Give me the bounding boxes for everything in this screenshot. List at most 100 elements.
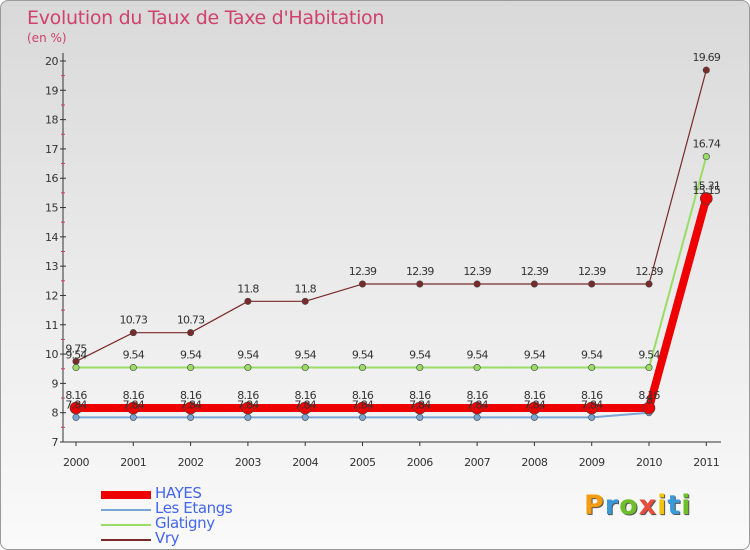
data-point [470, 401, 484, 415]
logo-letter: r [604, 490, 620, 521]
data-label: 12.39 [463, 265, 491, 278]
series-line-hayes [76, 197, 711, 413]
y-tick-label: 12 [45, 289, 58, 302]
data-label: 12.39 [349, 265, 377, 278]
data-point [642, 401, 656, 415]
legend-item: Glatigny [101, 514, 301, 532]
data-point [588, 280, 596, 288]
data-label: 11.8 [295, 282, 317, 295]
data-point [298, 401, 312, 415]
x-tick-label: 2000 [63, 456, 89, 469]
data-point [699, 192, 713, 205]
data-point [241, 401, 255, 415]
data-label: 9.54 [466, 349, 488, 362]
y-tick-label: 16 [45, 172, 58, 185]
x-tick-label: 2008 [521, 456, 547, 469]
legend-label: HAYES [155, 484, 202, 502]
y-tick-label: 11 [45, 319, 58, 332]
data-point [72, 364, 80, 372]
data-point [473, 280, 481, 288]
legend-swatch [101, 509, 151, 511]
data-label: 8.16 [123, 389, 145, 402]
legend-item: HAYES [101, 484, 301, 502]
x-tick-label: 2011 [693, 456, 719, 469]
data-label: 11.8 [237, 282, 259, 295]
data-label: 9.54 [638, 349, 660, 362]
data-point [473, 413, 481, 421]
data-label: 9.54 [352, 349, 374, 362]
x-tick-label: 2006 [407, 456, 433, 469]
data-point [129, 364, 137, 372]
y-tick-label: 13 [45, 260, 58, 273]
data-point [301, 364, 309, 372]
x-tick-label: 2007 [464, 456, 490, 469]
data-point [72, 413, 80, 421]
x-tick-label: 2005 [350, 456, 376, 469]
logo-letter: t [667, 490, 682, 521]
legend-swatch [101, 491, 151, 499]
data-point [301, 297, 309, 305]
data-point [301, 413, 309, 421]
y-tick-label: 7 [52, 436, 59, 449]
data-label: 8.16 [65, 389, 87, 402]
data-label: 10.73 [120, 314, 148, 327]
data-point [244, 364, 252, 372]
data-label: 12.39 [406, 265, 434, 278]
data-label: 15.15 [693, 184, 721, 197]
data-label: 9.75 [65, 342, 87, 355]
logo-letter: P [584, 490, 605, 521]
data-label: 12.39 [635, 265, 663, 278]
series-line-les-etangs [76, 202, 708, 419]
data-label: 9.54 [295, 349, 317, 362]
logo-letter: i [681, 490, 692, 521]
data-point [244, 413, 252, 421]
data-label: 19.69 [693, 51, 721, 64]
x-tick-label: 2004 [292, 456, 318, 469]
data-point [416, 280, 424, 288]
x-tick-label: 2003 [235, 456, 261, 469]
logo-letter: o [619, 490, 639, 521]
data-label: 7.84 [123, 398, 145, 411]
legend-label: Vry [155, 529, 180, 547]
x-tick-label: 2009 [579, 456, 605, 469]
data-point [702, 66, 710, 74]
data-label: 7.84 [466, 398, 488, 411]
x-tick-label: 2002 [178, 456, 204, 469]
data-label: 8.16 [638, 389, 660, 402]
data-label: 7.84 [295, 398, 317, 411]
y-tick-label: 15 [45, 202, 58, 215]
data-label: 8.16 [524, 389, 546, 402]
chart-title: Evolution du Taux de Taxe d'Habitation [27, 7, 385, 29]
data-point [187, 329, 195, 337]
data-label: 9.54 [180, 349, 202, 362]
data-label: 8.16 [180, 389, 202, 402]
y-tick-label: 18 [45, 114, 58, 127]
data-point [588, 413, 596, 421]
data-point [358, 413, 366, 421]
data-point [530, 280, 538, 288]
data-point [184, 401, 197, 415]
data-point [702, 153, 710, 161]
data-label: 7.84 [524, 398, 546, 411]
data-label: 7.84 [237, 398, 259, 411]
logo-letter: i [657, 490, 668, 521]
legend-label: Glatigny [155, 514, 215, 532]
data-label: 15.31 [693, 179, 721, 192]
x-tick-label: 2001 [120, 456, 146, 469]
data-point [187, 364, 195, 372]
data-label: 9.54 [65, 349, 87, 362]
data-point [69, 401, 83, 415]
data-label: 7.84 [352, 398, 374, 411]
data-point [413, 401, 427, 415]
data-point [416, 364, 424, 372]
data-point [129, 413, 137, 421]
data-label: 9.54 [524, 349, 546, 362]
y-tick-label: 10 [45, 348, 58, 361]
data-label: 9.54 [409, 349, 431, 362]
data-label: 10.73 [177, 314, 205, 327]
data-label: 8.16 [581, 389, 603, 402]
series-line-vry [75, 69, 707, 362]
x-tick-label: 2010 [636, 456, 662, 469]
series-line-glatigny [76, 156, 708, 369]
